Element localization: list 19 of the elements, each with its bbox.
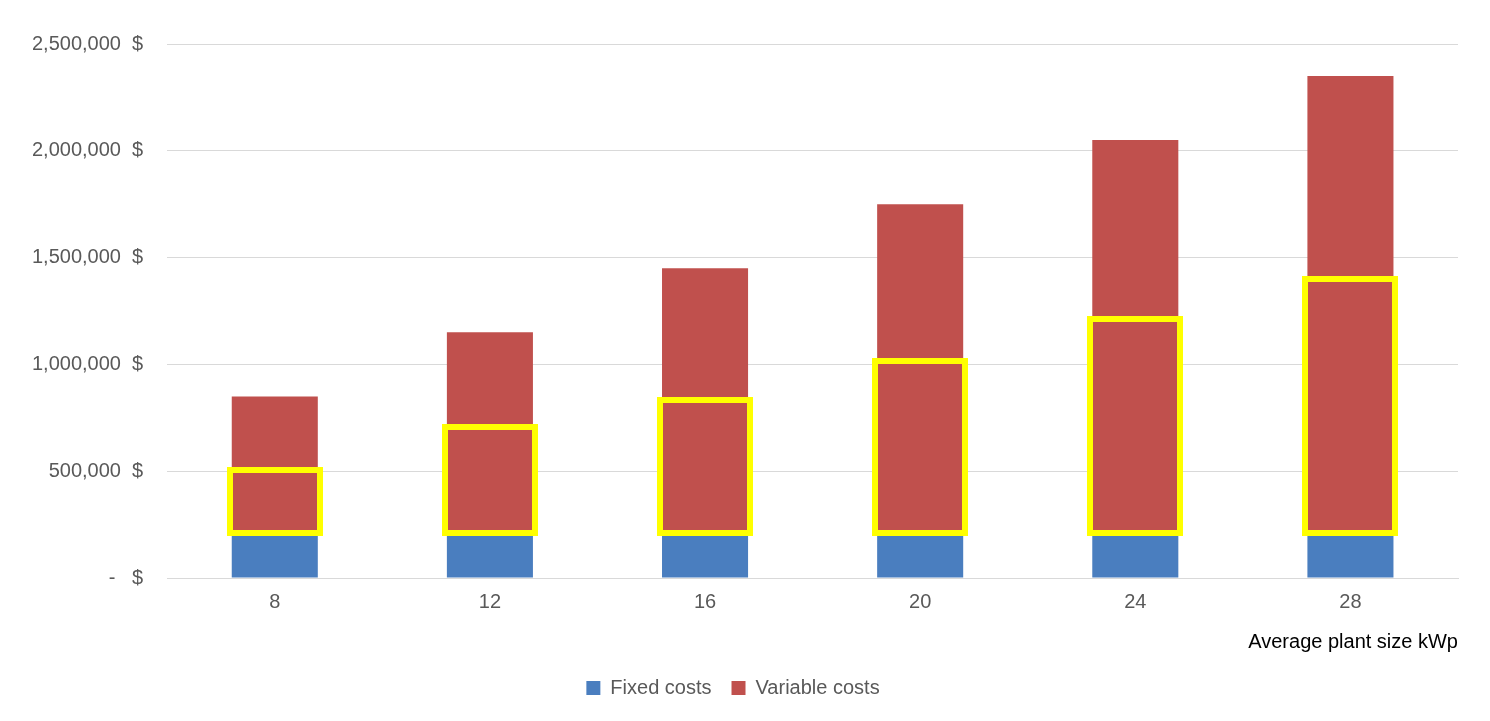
x-tick-label: 16 <box>693 589 717 612</box>
y-tick-label: 2,500,000 $ <box>31 31 144 54</box>
y-tick-label: 2,000,000 $ <box>31 138 144 161</box>
y-tick-label: 1,500,000 $ <box>31 245 144 268</box>
bar <box>1092 533 1179 578</box>
x-tick-label: 12 <box>478 589 502 612</box>
legend-label: Variable costs <box>755 675 880 698</box>
y-tick-label: 1,000,000 $ <box>31 351 144 374</box>
x-tick-label: 8 <box>269 589 281 612</box>
y-tick-label: - $ <box>108 565 144 588</box>
x-tick-label: 28 <box>1339 589 1362 612</box>
x-axis-title: Average plant size kWp <box>1248 629 1458 652</box>
legend-label: Fixed costs <box>610 675 712 698</box>
bar <box>877 533 964 578</box>
x-tick-label: 24 <box>1124 589 1147 612</box>
x-tick-label: 20 <box>909 589 932 612</box>
y-tick-label: 500,000 $ <box>48 458 144 481</box>
bar <box>662 533 749 578</box>
bar <box>1307 533 1394 578</box>
